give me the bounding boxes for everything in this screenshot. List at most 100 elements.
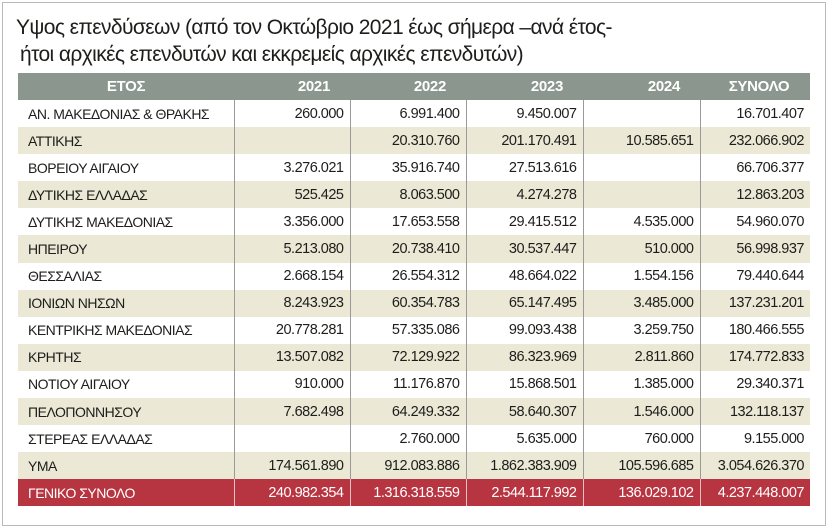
value-total: 137.231.201 bbox=[699, 289, 810, 317]
value-2024: 1.385.000 bbox=[582, 370, 700, 399]
value-2023: 5.635.000 bbox=[465, 425, 583, 453]
value-2022: 17.653.558 bbox=[349, 208, 466, 236]
value-total: 29.340.371 bbox=[699, 370, 810, 399]
value-2024: 4.535.000 bbox=[582, 208, 700, 236]
header-2021: 2021 bbox=[234, 73, 350, 100]
region-cell: ΔΥΤΙΚΗΣ ΕΛΛΑΔΑΣ bbox=[18, 181, 234, 209]
value-2022: 57.335.086 bbox=[349, 316, 466, 344]
grand-total-row: ΓΕΝΙΚΟ ΣΥΝΟΛΟ 240.982.354 1.316.318.559 2.5… bbox=[18, 479, 810, 507]
header-2022: 2022 bbox=[350, 73, 466, 100]
region-cell: ΥΜΑ bbox=[18, 452, 234, 480]
region-cell: ΒΟΡΕΙΟΥ ΑΙΓΑΙΟΥ bbox=[28, 159, 139, 176]
value-total: 132.118.137 bbox=[699, 398, 810, 426]
title-line-2: ήτοι αρχικές επενδυτών και εκκρεμείς αρχ… bbox=[20, 43, 524, 66]
value-2023: 27.513.616 bbox=[465, 154, 583, 182]
value-2021: 20.778.281 bbox=[233, 316, 350, 344]
region-cell: ΝΟΤΙΟΥ ΑΙΓΑΙΟΥ bbox=[28, 376, 130, 393]
value-total: 3.054.626.370 bbox=[699, 452, 810, 480]
region-cell: ΘΕΣΣΑΛΙΑΣ bbox=[28, 268, 102, 285]
infographic-frame bbox=[2, 2, 826, 526]
investments-table: ΕΤΟΣ 2021 2022 2023 2024 ΣΥΝΟΛΟ ΑΝ. ΜΑΚΕΔΟΝΙΑ… bbox=[18, 73, 810, 507]
value-2022: 35.916.740 bbox=[349, 154, 466, 182]
value-2021: 5.213.080 bbox=[233, 235, 350, 263]
table-row: ΚΕΝΤΡΙΚΗΣ ΜΑΚΕΔΟΝΙΑΣ 20.778.281 57.335.086… bbox=[18, 316, 810, 344]
value-total: 9.155.000 bbox=[699, 425, 810, 453]
header-2023: 2023 bbox=[466, 73, 583, 100]
region-cell: ΠΕΛΟΠΟΝΝΗΣΟΥ bbox=[18, 398, 234, 426]
value-2023: 15.868.501 bbox=[465, 370, 583, 399]
table-row: ΘΕΣΣΑΛΙΑΣ 2.668.154 26.554.312 48.664.022 1.… bbox=[18, 262, 810, 290]
table-row: ΗΠΕΙΡΟΥ 5.213.080 20.738.410 30.537.447 510.… bbox=[18, 235, 810, 263]
value-total: 232.066.902 bbox=[699, 127, 810, 155]
region-cell: ΗΠΕΙΡΟΥ bbox=[18, 235, 234, 263]
value-2024 bbox=[582, 181, 700, 209]
value-total: 180.466.555 bbox=[699, 316, 810, 344]
value-2021: 2.668.154 bbox=[233, 262, 350, 290]
table-row: ΔΥΤΙΚΗΣ ΜΑΚΕΔΟΝΙΑΣ 3.356.000 17.653.558 29.… bbox=[18, 208, 810, 236]
value-2022: 72.129.922 bbox=[349, 343, 466, 371]
value-2022: 8.063.500 bbox=[349, 181, 466, 209]
value-2022: 912.083.886 bbox=[349, 452, 466, 480]
value-2022: 20.310.760 bbox=[349, 127, 466, 155]
header-total: ΣΥΝΟΛΟ bbox=[700, 73, 810, 100]
value-2024: 1.546.000 bbox=[582, 398, 700, 426]
table-row: ΣΤΕΡΕΑΣ ΕΛΛΑΔΑΣ 2.760.000 5.635.000 760.000… bbox=[18, 425, 810, 453]
table-row: ΙΟΝΙΩΝ ΝΗΣΩΝ 8.243.923 60.354.783 65.147.49… bbox=[18, 289, 810, 317]
value-2024: 1.554.156 bbox=[582, 262, 700, 290]
value-2021: 3.276.021 bbox=[233, 154, 350, 182]
value-2023: 1.862.383.909 bbox=[465, 452, 583, 480]
total-value-2023: 2.544.117.992 bbox=[465, 479, 583, 507]
header-region: ΕΤΟΣ bbox=[18, 73, 234, 100]
region-cell: ΑΝ. ΜΑΚΕΔΟΝΙΑΣ & ΘΡΑΚΗΣ bbox=[28, 105, 210, 122]
value-2024 bbox=[582, 100, 700, 128]
value-2023: 30.537.447 bbox=[465, 235, 583, 263]
value-2024: 2.811.860 bbox=[582, 343, 700, 371]
table-row: ΑΤΤΙΚΗΣ 20.310.760 201.170.491 10.585.651 23… bbox=[18, 127, 810, 155]
value-2023: 58.640.307 bbox=[465, 398, 583, 426]
value-total: 12.863.203 bbox=[699, 181, 810, 209]
header-2024: 2024 bbox=[583, 73, 700, 100]
value-2024: 510.000 bbox=[582, 235, 700, 263]
table-row: ΒΟΡΕΙΟΥ ΑΙΓΑΙΟΥ 3.276.021 35.916.740 27.513… bbox=[18, 154, 810, 182]
value-2023: 29.415.512 bbox=[465, 208, 583, 236]
value-2022: 60.354.783 bbox=[349, 289, 466, 317]
value-2022: 11.176.870 bbox=[349, 370, 466, 399]
table-row: ΔΥΤΙΚΗΣ ΕΛΛΑΔΑΣ 525.425 8.063.500 4.274.278… bbox=[18, 181, 810, 209]
value-2023: 86.323.969 bbox=[465, 343, 583, 371]
total-region-cell: ΓΕΝΙΚΟ ΣΥΝΟΛΟ bbox=[18, 479, 234, 507]
region-cell: ΚΕΝΤΡΙΚΗΣ ΜΑΚΕΔΟΝΙΑΣ bbox=[28, 322, 193, 339]
table-row: ΚΡΗΤΗΣ 13.507.082 72.129.922 86.323.969 2.81… bbox=[18, 343, 810, 371]
value-2021: 8.243.923 bbox=[233, 289, 350, 317]
value-2024: 10.585.651 bbox=[582, 127, 700, 155]
value-2021: 910.000 bbox=[233, 370, 350, 399]
value-total: 66.706.377 bbox=[699, 154, 810, 182]
total-value-total: 4.237.448.007 bbox=[699, 479, 810, 507]
region-cell: ΑΤΤΙΚΗΣ bbox=[18, 127, 234, 155]
value-2021: 525.425 bbox=[233, 181, 350, 209]
value-2023: 65.147.495 bbox=[465, 289, 583, 317]
value-2023: 4.274.278 bbox=[465, 181, 583, 209]
title-line-1: Υψος επενδύσεων (από τον Οκτώβριο 2021 έ… bbox=[16, 16, 612, 39]
value-2022: 20.738.410 bbox=[349, 235, 466, 263]
value-2021: 7.682.498 bbox=[233, 398, 350, 426]
table-row: ΥΜΑ 174.561.890 912.083.886 1.862.383.909 10… bbox=[18, 452, 810, 480]
value-2021: 174.561.890 bbox=[233, 452, 350, 480]
header-row: ΕΤΟΣ 2021 2022 2023 2024 ΣΥΝΟΛΟ bbox=[18, 73, 810, 100]
value-2023: 99.093.438 bbox=[465, 316, 583, 344]
value-2021 bbox=[233, 425, 350, 453]
value-total: 54.960.070 bbox=[699, 208, 810, 236]
value-total: 16.701.407 bbox=[699, 100, 810, 128]
table-row: ΠΕΛΟΠΟΝΝΗΣΟΥ 7.682.498 64.249.332 58.640.30… bbox=[18, 398, 810, 426]
value-2021 bbox=[233, 127, 350, 155]
region-cell: ΔΥΤΙΚΗΣ ΜΑΚΕΔΟΝΙΑΣ bbox=[28, 213, 173, 230]
table-row: ΝΟΤΙΟΥ ΑΙΓΑΙΟΥ 910.000 11.176.870 15.868.50… bbox=[18, 370, 810, 399]
value-2022: 6.991.400 bbox=[349, 100, 466, 128]
value-2023: 48.664.022 bbox=[465, 262, 583, 290]
value-2024 bbox=[582, 154, 700, 182]
value-2021: 3.356.000 bbox=[233, 208, 350, 236]
value-total: 174.772.833 bbox=[699, 343, 810, 371]
value-2024: 3.259.750 bbox=[582, 316, 700, 344]
value-2022: 64.249.332 bbox=[349, 398, 466, 426]
value-2021: 260.000 bbox=[233, 100, 350, 128]
region-cell: ΙΟΝΙΩΝ ΝΗΣΩΝ bbox=[18, 289, 234, 317]
